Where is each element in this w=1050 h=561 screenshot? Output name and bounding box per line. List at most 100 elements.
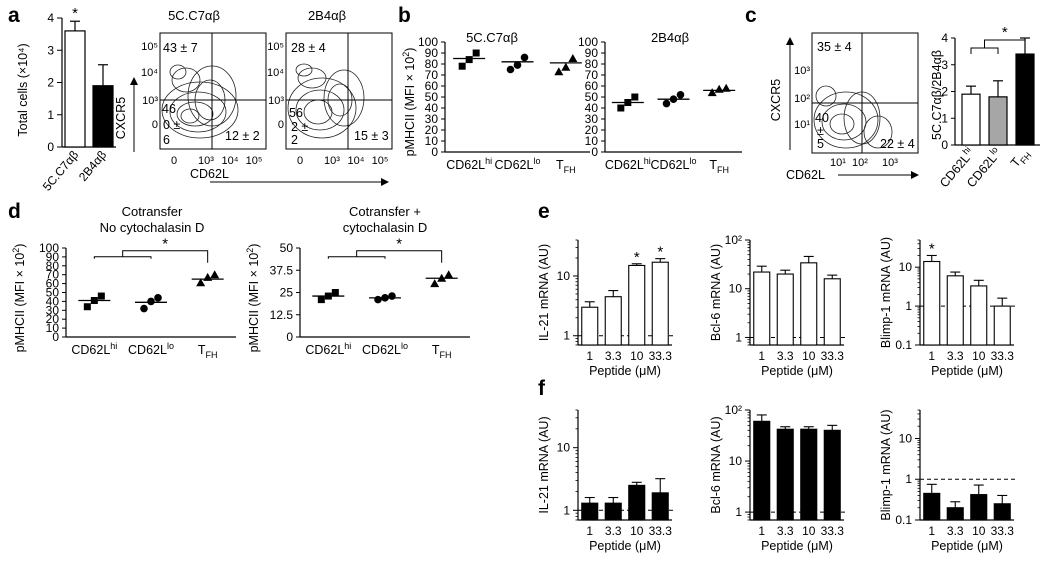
b1-xtick-label-1: CD62Llo [495,156,541,172]
a1-ytick-3: 0 [152,119,158,131]
a1-gate-ll-2: 0 ± [163,118,180,132]
panel-label-b: b [398,4,411,27]
ef2-bar-1 [946,275,964,346]
c-bar-0 [961,93,981,146]
panel-label-c: c [745,4,757,27]
c-xtick-1: 10² [852,157,868,169]
d1-point-0-2 [97,292,105,300]
ef2-xtick-label-2: 10 [972,349,986,363]
ef4-ytick-label-2: 10² [725,403,742,417]
d-title-1a: Cotransfer [122,204,183,219]
c-bar-ytick-label-1: 1 [941,111,948,125]
ef0-xlabel: Peptide (μM) [589,364,661,378]
ef5-xtick-label-1: 3.3 [947,524,964,538]
d1-xtick-label-0: CD62Lhi [71,341,117,357]
c-gate-ll-1: 40 [815,111,829,125]
c-ytick-1: 10² [794,93,810,105]
d2-ytick-label-0: 0 [286,330,293,344]
ef3-xtick-label-2: 10 [630,524,644,538]
b2-point-2-2 [721,83,731,92]
b2-ytick-label-8: 80 [585,57,599,71]
b1-ytick-label-3: 30 [425,112,439,126]
ef5-bar-2 [970,494,988,521]
d1-ytick-label-2: 20 [46,312,60,326]
ef1-ytick-label-2: 10² [725,233,742,247]
c-bar-ytick-label-2: 2 [941,85,948,99]
b1-point-1-1 [513,61,522,69]
a2-gate-ll-3: 2 [291,133,298,147]
d2-ytick-label-1: 12.5 [270,308,294,322]
ef1-bar-0 [753,271,771,346]
ef1-bar-2 [800,262,818,346]
a1-gate-lr: 12 ± 2 [225,129,260,143]
d2-point-1-0 [374,295,382,304]
ef2-ytick-label-1: 1 [905,299,912,313]
b1-xtick-label-2: TFH [556,158,576,175]
c-bar-2 [1015,53,1035,146]
c-ytick-2: 10¹ [794,119,810,131]
a-bar-ylabel: Total cells (×10⁴) [16,43,30,136]
ef4-xtick-label-3: 33.3 [821,524,845,538]
ef0-sig-3: * [657,244,663,261]
ef3-bar-2 [628,484,646,521]
b1-point-2-2 [568,54,578,62]
ef0-xtick-label-0: 1 [586,349,593,363]
ef5-ylabel: Blimp-1 mRNA (AU) [879,409,893,520]
ef0-ylabel: IL-21 mRNA (AU) [537,244,551,341]
b2-ytick-label-4: 40 [585,101,599,115]
d1-ytick-label-3: 30 [46,303,60,317]
ef3-bar-0 [581,502,599,521]
d-title-2a: Cotransfer + [349,204,421,219]
ef1-xtick-label-2: 10 [802,349,816,363]
c-gate-ul: 35 ± 4 [817,40,852,54]
a2-ytick-3: 0 [278,119,284,131]
ef3-ylabel: IL-21 mRNA (AU) [537,416,551,513]
d1-ytick-label-1: 10 [46,321,60,335]
b1-point-1-0 [506,65,515,74]
b1-point-2-1 [561,62,571,71]
ef0-xtick-label-3: 33.3 [649,349,673,363]
a2-gate-ll-1: 56 [289,106,303,120]
a1-xtick-0: 0 [171,155,177,167]
ef4-bar-1 [776,428,794,521]
d1-point-2-2 [210,270,220,279]
b1-ytick-label-4: 40 [425,101,439,115]
flow-plot-a2: 28 ± 4 56 2 ± 2 15 ± 3 [285,32,393,150]
d2-xtick-label-2: TFH [432,343,452,360]
d2-point-0-0 [317,296,325,304]
c-bar-sig: * [1002,24,1008,41]
a1-ytick-2: 10³ [142,95,158,107]
a-bar-1 [92,85,114,148]
b1-ytick-label-5: 50 [425,90,439,104]
ef5-xtick-label-2: 10 [972,524,986,538]
ef0-xtick-label-1: 3.3 [605,349,622,363]
panel-label-f: f [538,377,546,400]
ef2-bar-3 [993,305,1011,346]
d-ylabel-1: pMHCII (MFI × 102) [11,244,27,353]
ef2-ytick-label-2: 10 [899,260,913,274]
b2-ytick-label-6: 60 [585,79,599,93]
ef1-bar-1 [776,273,794,346]
b2-ytick-label-3: 30 [585,112,599,126]
a-ytick-label-1: 1 [47,108,54,122]
b2-ytick-label-0: 0 [591,145,598,159]
c-xtick-2: 10³ [882,157,898,169]
ef0-ytick-label-0: 1 [563,329,570,343]
d1-point-2-0 [196,278,206,287]
ef4-bar-0 [753,420,771,521]
a1-gate-ul: 43 ± 7 [163,41,198,55]
b2-point-1-2 [676,91,685,99]
ef4-bar-2 [800,428,818,521]
a1-xtick-3: 10⁵ [246,155,263,167]
ef2-xlabel: Peptide (μM) [931,364,1003,378]
c-gate-ll-3: 5 [817,137,824,151]
panel-label-a: a [8,4,20,27]
c-flow-xlabel: CD62L [786,168,825,182]
a2-gate-lr: 15 ± 3 [354,129,389,143]
c-flow-ylabel: CXCR5 [769,79,783,121]
b2-ytick-label-2: 20 [585,123,599,137]
d1-sig: * [162,236,168,253]
